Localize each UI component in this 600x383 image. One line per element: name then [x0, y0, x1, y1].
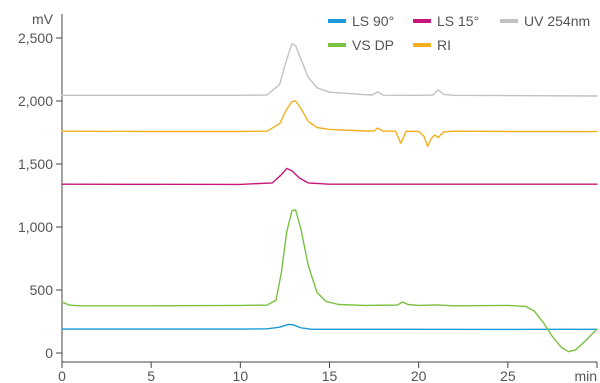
series-line-vs-dp — [61, 209, 598, 353]
series-line-ri — [61, 100, 598, 148]
axes-group: 0 500 1,000 1,500 2,000 2,500 mV 0 5 10 15 20 25 min — [18, 11, 598, 383]
legend-label-uv-254nm: UV 254nm — [524, 13, 590, 29]
y-tick-label: 2,000 — [18, 93, 53, 109]
legend-swatch-uv-254nm — [500, 19, 518, 23]
y-tick-label: 2,500 — [18, 30, 53, 46]
x-tick-label: 0 — [58, 368, 66, 383]
legend-label-ls-90: LS 90° — [352, 13, 394, 29]
series-line-ls-15 — [61, 167, 598, 186]
x-tick-label: 25 — [500, 368, 516, 383]
legend-swatch-ls-15 — [413, 19, 431, 23]
y-tick-label: 500 — [30, 282, 54, 298]
x-tick-label: 10 — [233, 368, 249, 383]
series-line-ls-90 — [61, 323, 598, 331]
legend-label-ri: RI — [437, 37, 451, 53]
series-group — [61, 43, 598, 353]
series-line-uv-254nm — [61, 43, 598, 97]
x-tick-label: 15 — [322, 368, 338, 383]
y-axis-unit-label: mV — [32, 11, 54, 27]
x-tick-label: 20 — [411, 368, 427, 383]
legend-label-vs-dp: VS DP — [352, 37, 394, 53]
legend-swatch-ri — [413, 43, 431, 47]
legend: LS 90° LS 15° UV 254nm VS DP RI — [328, 13, 590, 53]
legend-swatch-vs-dp — [328, 43, 346, 47]
legend-swatch-ls-90 — [328, 19, 346, 23]
x-tick-label: 5 — [147, 368, 155, 383]
y-tick-label: 1,500 — [18, 156, 53, 172]
legend-label-ls-15: LS 15° — [437, 13, 479, 29]
x-axis-unit-label: min — [574, 368, 597, 383]
y-tick-label: 1,000 — [18, 219, 53, 235]
y-tick-label: 0 — [45, 345, 53, 361]
